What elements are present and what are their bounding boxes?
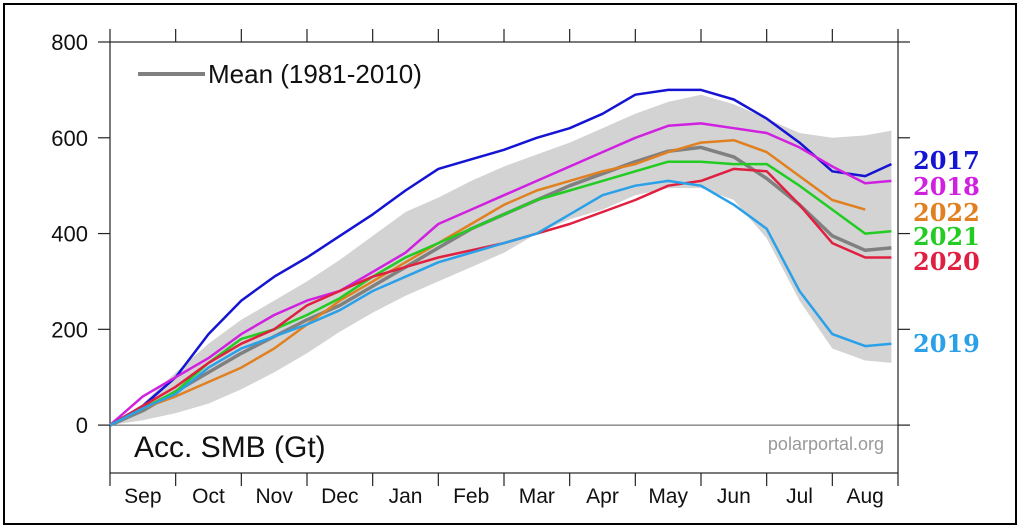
x-tick-label: Sep (124, 485, 161, 508)
x-tick-label: Mar (519, 485, 555, 508)
series-2017 (109, 88, 892, 427)
series-2021 (109, 160, 892, 427)
year-label-2021: 2021 (913, 222, 980, 251)
year-label-2017: 2017 (913, 146, 980, 175)
label-layer: Mean (1981-2010) Acc. SMB (Gt) polarportal… (134, 59, 980, 464)
series-2019 (109, 179, 892, 427)
range-envelope (110, 94, 892, 426)
y-axis-title: Acc. SMB (Gt) (134, 431, 326, 464)
x-tick-label: Jan (389, 485, 423, 508)
year-label-2020: 2020 (913, 247, 980, 276)
year-label-2019: 2019 (913, 329, 980, 358)
x-tick-label: Jul (786, 485, 813, 508)
series-2022 (109, 138, 866, 427)
year-label-2018: 2018 (913, 172, 980, 201)
series-layer (109, 88, 892, 427)
y-tick-label: 200 (51, 317, 88, 342)
year-label-2022: 2022 (913, 198, 980, 227)
x-tick-label: Aug (846, 485, 883, 508)
y-tick-label: 0 (76, 413, 88, 438)
x-tick-label: Feb (453, 485, 489, 508)
x-tick-label: May (648, 485, 688, 508)
envelope-layer (110, 94, 892, 426)
legend-mean-label: Mean (1981-2010) (208, 59, 422, 89)
y-tick-label: 800 (51, 30, 88, 55)
credit-label: polarportal.org (768, 434, 884, 454)
x-tick-label: Apr (586, 485, 619, 508)
x-tick-label: Jun (717, 485, 751, 508)
series-2018 (109, 122, 892, 427)
axes-layer: 0 200 400 600 800 Sep Oct Nov Dec Jan Feb Mar Apr May… (3, 3, 1017, 525)
y-tick-label: 400 (51, 222, 88, 247)
x-tick-label: Oct (192, 485, 225, 508)
y-tick-label: 600 (51, 126, 88, 151)
x-tick-label: Dec (321, 485, 358, 508)
x-tick-label: Nov (255, 485, 293, 508)
outer-frame (3, 3, 1017, 525)
